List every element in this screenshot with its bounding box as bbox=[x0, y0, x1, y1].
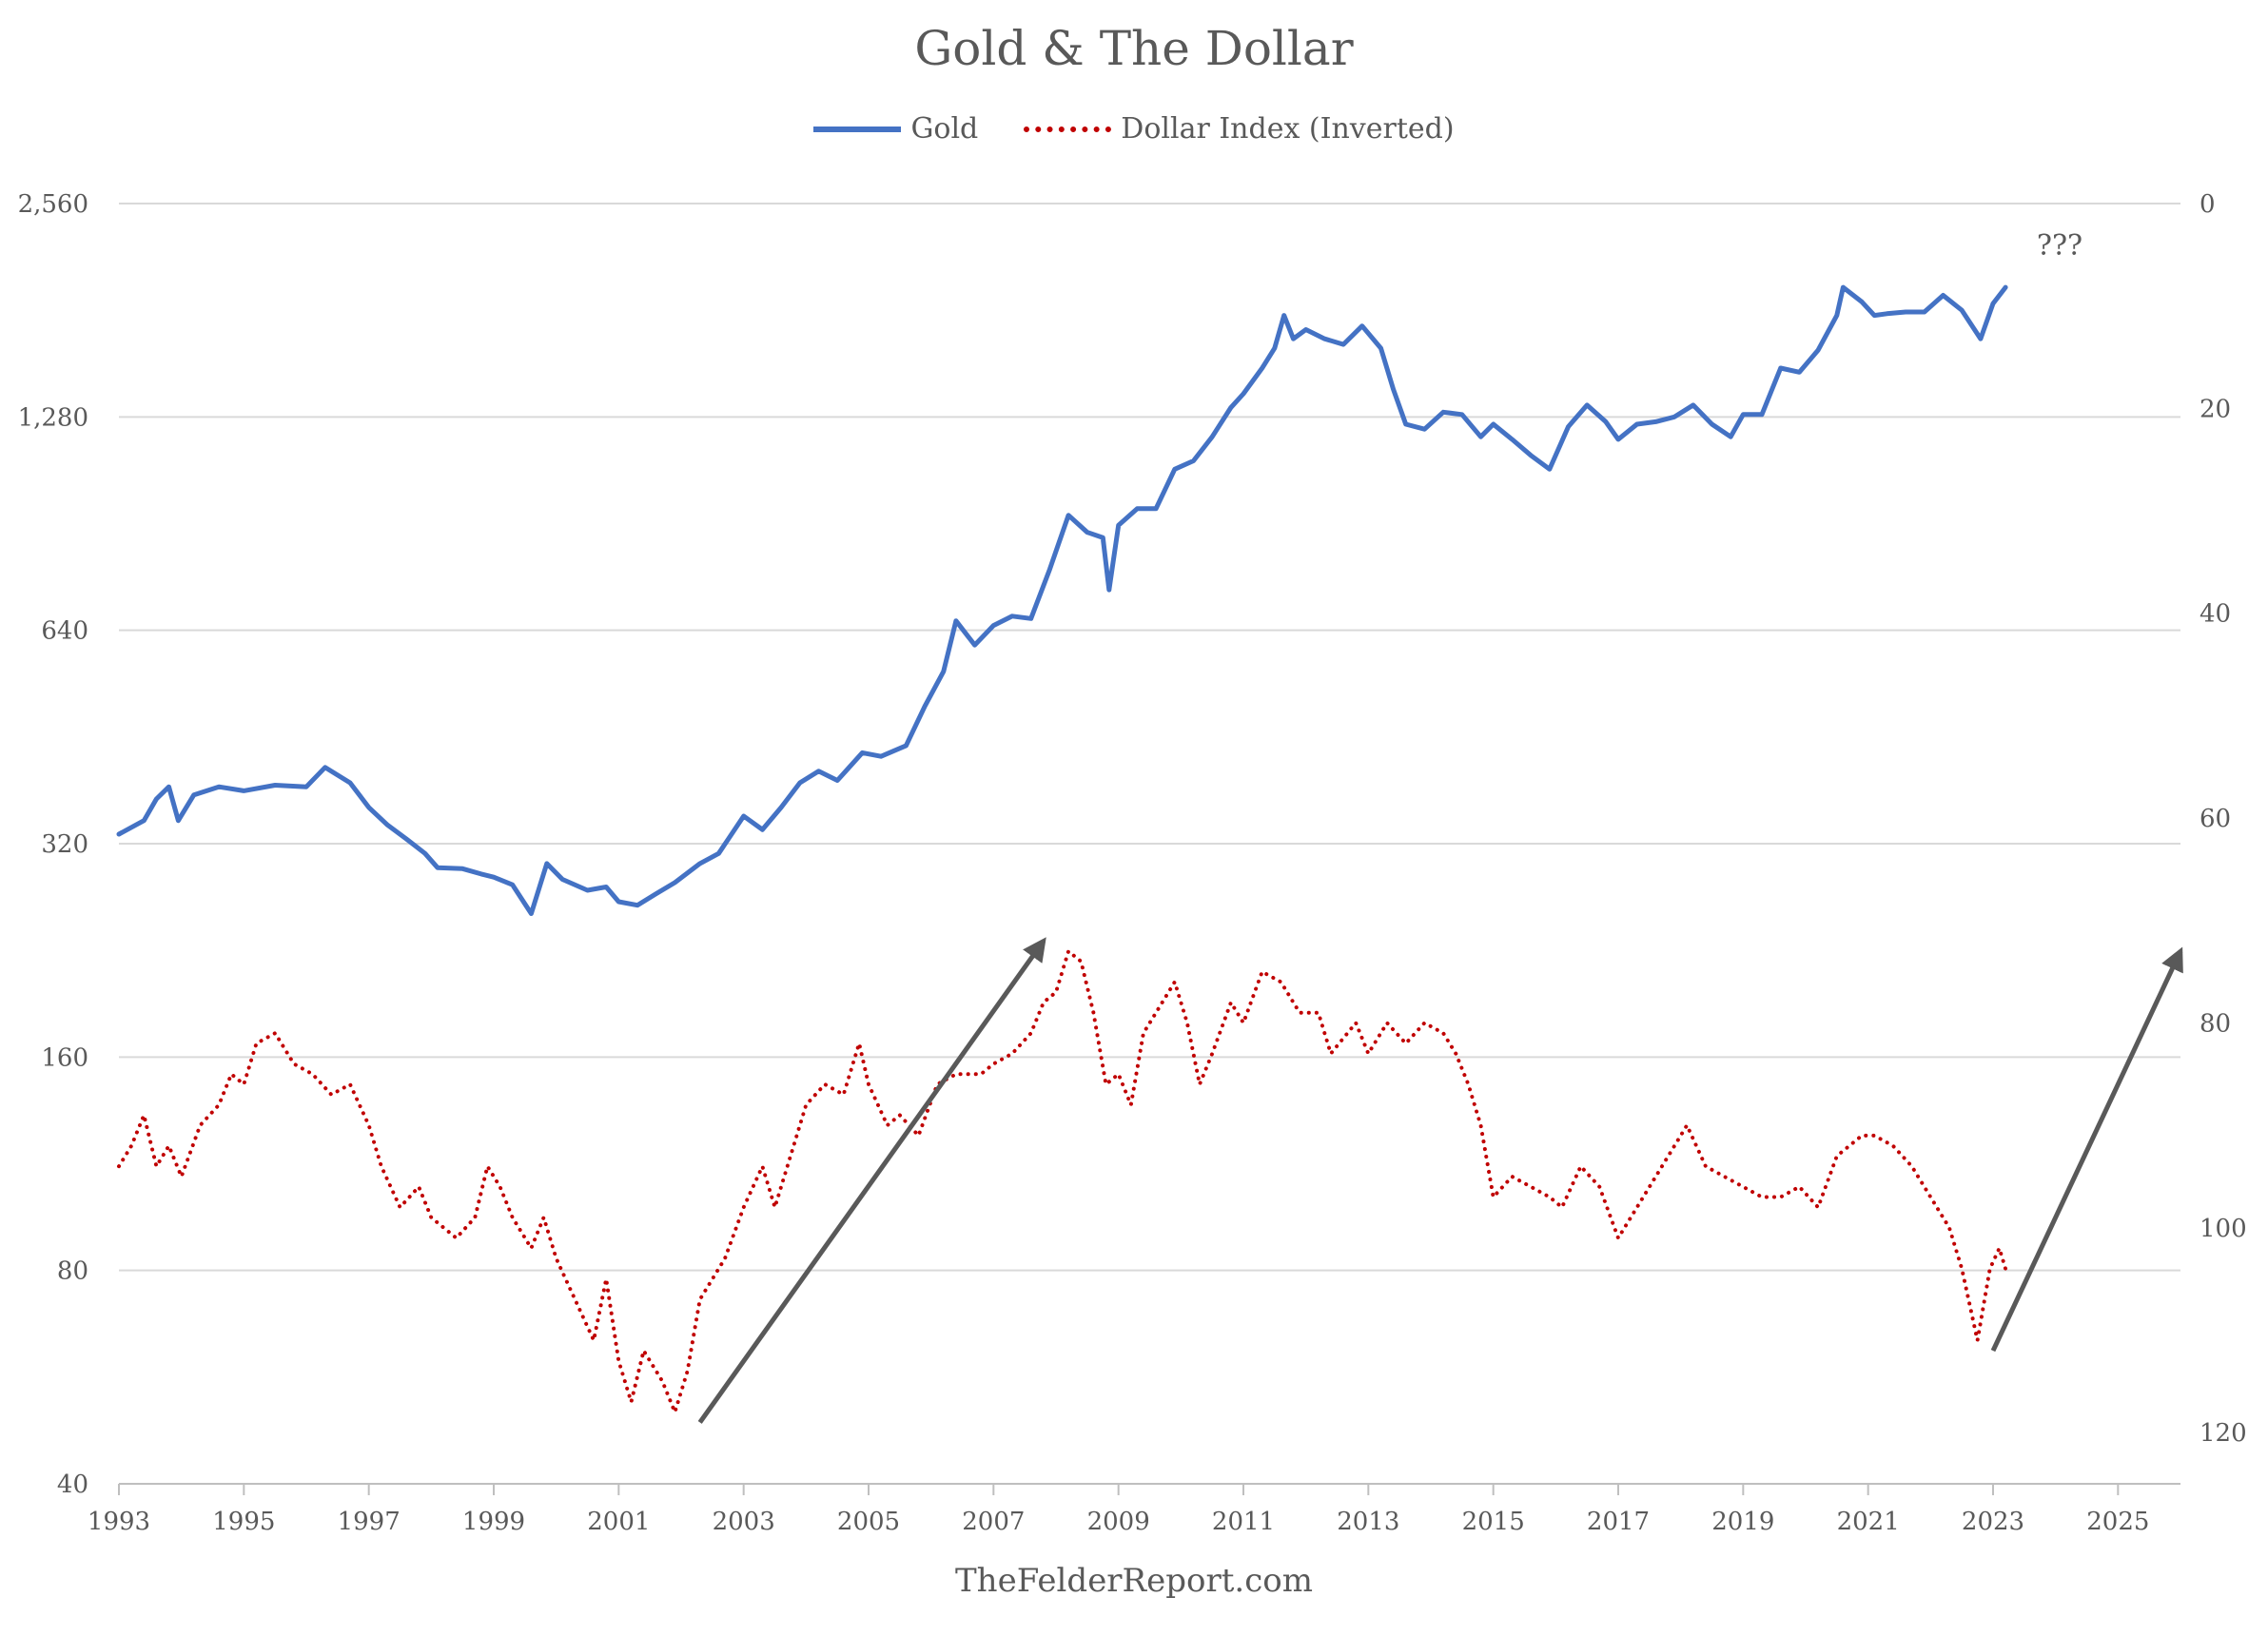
y-left-tick-label: 1,280 bbox=[18, 403, 88, 432]
x-tick-label: 2001 bbox=[587, 1508, 650, 1536]
y-left-tick-label: 80 bbox=[57, 1257, 88, 1286]
x-tick-label: 2013 bbox=[1337, 1508, 1399, 1536]
x-tick-label: 2019 bbox=[1711, 1508, 1774, 1536]
trend-arrow-1 bbox=[697, 937, 1046, 1424]
x-tick-label: 2003 bbox=[713, 1508, 775, 1536]
y-left-tick-label: 640 bbox=[41, 617, 88, 646]
legend-item-dollar: Dollar Index (Inverted) bbox=[1024, 112, 1455, 146]
x-tick-label: 1997 bbox=[338, 1508, 401, 1536]
x-tick-label: 2023 bbox=[1962, 1508, 2024, 1536]
y-right-tick-label: 0 bbox=[2200, 190, 2216, 219]
x-tick-label: 2007 bbox=[962, 1508, 1025, 1536]
y-right-tick-label: 40 bbox=[2200, 600, 2231, 629]
trend-arrow-2 bbox=[1990, 946, 2183, 1353]
legend-swatch-gold bbox=[813, 126, 902, 132]
x-tick-label: 2025 bbox=[2086, 1508, 2149, 1536]
x-tick-label: 2021 bbox=[1837, 1508, 1900, 1536]
x-tick-label: 1999 bbox=[462, 1508, 525, 1536]
y-right-tick-label: 80 bbox=[2200, 1009, 2231, 1038]
y-left-tick-label: 320 bbox=[41, 830, 88, 859]
y-left-tick-label: 160 bbox=[41, 1043, 88, 1072]
gold-series-line bbox=[116, 284, 2008, 916]
x-tick-label: 2009 bbox=[1087, 1508, 1150, 1536]
annotation-question-marks: ??? bbox=[2037, 229, 2082, 263]
y-right-tick-label: 100 bbox=[2200, 1215, 2247, 1243]
legend-item-gold: Gold bbox=[813, 112, 978, 146]
x-tick-label: 1995 bbox=[212, 1508, 275, 1536]
y-left-tick-label: 40 bbox=[57, 1470, 88, 1499]
x-tick-label: 2005 bbox=[837, 1508, 900, 1536]
y-left-tick-label: 2,560 bbox=[18, 190, 88, 219]
x-tick-label: 2011 bbox=[1212, 1508, 1275, 1536]
y-right-tick-label: 60 bbox=[2200, 805, 2231, 833]
dollar-index-series-line bbox=[117, 949, 2008, 1414]
x-tick-label: 1993 bbox=[88, 1508, 150, 1536]
x-tick-label: 2015 bbox=[1462, 1508, 1525, 1536]
legend-swatch-dollar bbox=[1024, 126, 1112, 132]
source-credit: TheFelderReport.com bbox=[955, 1562, 1313, 1600]
legend-label-dollar: Dollar Index (Inverted) bbox=[1121, 112, 1455, 146]
chart-title: Gold & The Dollar bbox=[914, 21, 1354, 76]
y-right-tick-label: 120 bbox=[2200, 1419, 2247, 1448]
legend: Gold Dollar Index (Inverted) bbox=[0, 112, 2268, 146]
y-right-tick-label: 20 bbox=[2200, 395, 2231, 423]
legend-label-gold: Gold bbox=[910, 112, 979, 146]
x-tick-label: 2017 bbox=[1587, 1508, 1650, 1536]
